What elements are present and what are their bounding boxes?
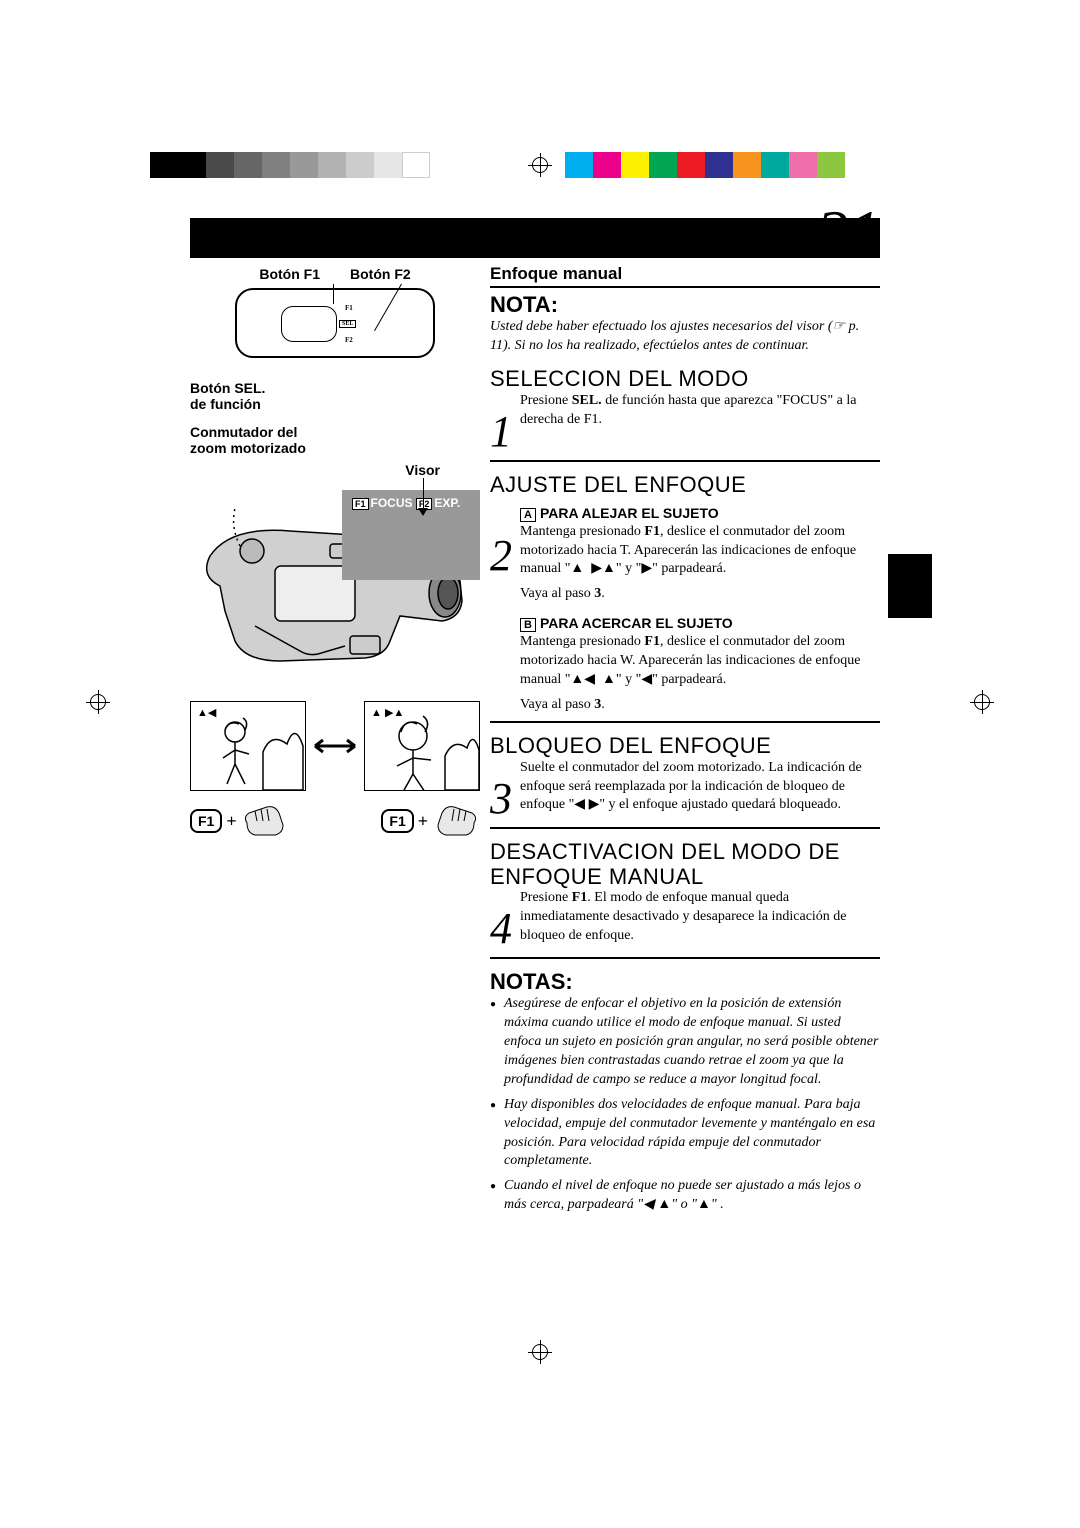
focus-near-thumbnail: ▲ ▶▲ [364, 701, 480, 791]
label-de-funcion: de función [190, 396, 480, 412]
color-swatch [705, 152, 733, 178]
gray-swatch [318, 152, 346, 178]
label-boton-f2: Botón F2 [350, 266, 411, 282]
calibration-strip [0, 152, 1080, 178]
plus-right: + [418, 811, 428, 832]
hand-zoom-in-icon [432, 803, 480, 839]
gray-swatch [402, 152, 430, 178]
label-boton-sel: Botón SEL. [190, 380, 480, 396]
hand-zoom-out-icon [241, 803, 289, 839]
visor-leader [423, 478, 424, 512]
registration-mark-right [970, 690, 994, 714]
button-oval [281, 306, 337, 342]
focus-far-thumbnail: ▲◀ [190, 701, 306, 791]
step1-number: 1 [490, 410, 512, 454]
heading-enfoque-manual: Enfoque manual [490, 264, 880, 288]
registration-mark-bottom [528, 1340, 552, 1364]
step1: 1 Presione SEL. de función hasta que apa… [490, 392, 880, 462]
step4-body: Presione F1. El modo de enfoque manual q… [520, 889, 880, 951]
step2-number: 2 [490, 534, 512, 715]
registration-mark-top [528, 153, 552, 177]
gray-swatch [374, 152, 402, 178]
gray-swatch [290, 152, 318, 178]
step3: 3 Suelte el conmutador del zoom motoriza… [490, 759, 880, 829]
color-swatch [733, 152, 761, 178]
step3-title: BLOQUEO DEL ENFOQUE [490, 733, 880, 759]
step4-number: 4 [490, 907, 512, 951]
color-swatch [817, 152, 845, 178]
label-visor: Visor [190, 462, 480, 478]
color-bars [565, 152, 845, 178]
lcd-exp: EXP. [434, 496, 460, 510]
gray-swatch [234, 152, 262, 178]
label-conmutador: Conmutador del [190, 424, 480, 440]
registration-mark-left [86, 690, 110, 714]
color-swatch [677, 152, 705, 178]
nota-item: Asegúrese de enfocar el objetivo en la p… [490, 995, 880, 1089]
viewfinder-display: F1FOCUS F2EXP. [342, 490, 480, 580]
step4: 4 Presione F1. El modo de enfoque manual… [490, 889, 880, 959]
gray-swatch [262, 152, 290, 178]
step2-title: AJUSTE DEL ENFOQUE [490, 472, 880, 498]
sub-a-title: PARA ALEJAR EL SUJETO [540, 505, 719, 521]
svg-text:▲◀: ▲◀ [197, 707, 217, 719]
plus-left: + [226, 811, 236, 832]
diagram-column: Botón F1 Botón F2 F1 SEL F2 Botón SEL. d… [190, 266, 480, 839]
color-swatch [649, 152, 677, 178]
nota-item: Cuando el nivel de enfoque no puede ser … [490, 1177, 880, 1215]
lcd-focus: FOCUS [371, 496, 413, 510]
lcd-f1-box: F1 [352, 498, 369, 510]
color-swatch [761, 152, 789, 178]
color-swatch [593, 152, 621, 178]
nota-item: Hay disponibles dos velocidades de enfoq… [490, 1096, 880, 1172]
heading-nota: NOTA: [490, 292, 880, 318]
double-arrow-icon [313, 736, 357, 756]
color-swatch [621, 152, 649, 178]
step2: 2 APARA ALEJAR EL SUJETO Mantenga presio… [490, 498, 880, 723]
notas-list: Asegúrese de enfocar el objetivo en la p… [490, 995, 880, 1215]
label-zoom: zoom motorizado [190, 440, 480, 456]
gray-swatch [206, 152, 234, 178]
step2-body: APARA ALEJAR EL SUJETO Mantenga presiona… [520, 498, 880, 715]
box-a: A [520, 508, 536, 522]
side-tab [888, 554, 932, 618]
color-swatch [789, 152, 817, 178]
tiny-f1: F1 [345, 304, 353, 312]
control-panel-diagram: F1 SEL F2 [235, 288, 435, 358]
gray-swatch [150, 152, 178, 178]
svg-text:▲ ▶▲: ▲ ▶▲ [371, 707, 404, 719]
step4-title: DESACTIVACION DEL MODO DE ENFOQUE MANUAL [490, 839, 880, 890]
text-column: Enfoque manual NOTA: Usted debe haber ef… [490, 264, 880, 1221]
leader-f1 [333, 284, 334, 304]
heading-notas: NOTAS: [490, 969, 880, 995]
action-buttons-row: F1 + F1 + [190, 803, 480, 839]
visor-arrow [418, 508, 428, 521]
step3-number: 3 [490, 777, 512, 821]
color-swatch [565, 152, 593, 178]
step3-body: Suelte el conmutador del zoom motorizado… [520, 759, 880, 821]
sub-b-title: PARA ACERCAR EL SUJETO [540, 615, 733, 631]
box-b: B [520, 618, 536, 632]
tiny-sel: SEL [339, 320, 356, 328]
page-number: 21 [816, 196, 880, 270]
step1-title: SELECCION DEL MODO [490, 366, 880, 392]
f1-button-right: F1 [381, 809, 413, 833]
gray-swatch [178, 152, 206, 178]
leader-f2 [374, 284, 402, 331]
nota-body: Usted debe haber efectuado los ajustes n… [490, 318, 880, 356]
gray-bars [150, 152, 430, 178]
gray-swatch [346, 152, 374, 178]
step1-body: Presione SEL. de función hasta que apare… [520, 392, 880, 454]
label-boton-f1: Botón F1 [259, 266, 320, 282]
f1-button-left: F1 [190, 809, 222, 833]
header-bar [190, 218, 880, 258]
tiny-f2: F2 [345, 336, 353, 344]
